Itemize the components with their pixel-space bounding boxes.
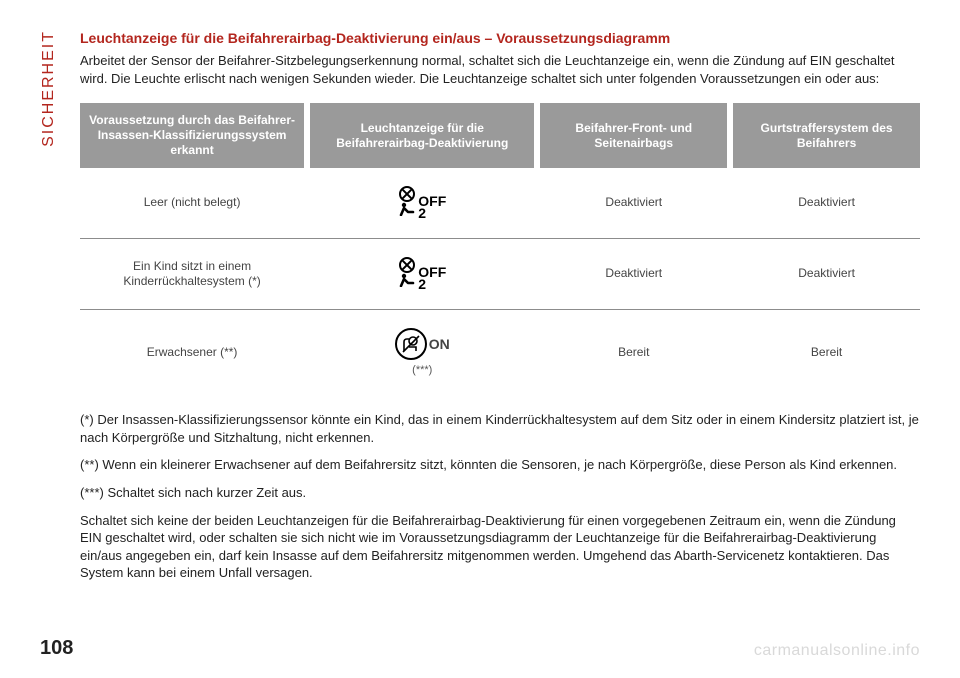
page-title: Leuchtanzeige für die Beifahrerairbag-De… (80, 30, 920, 46)
table-row-condition: Ein Kind sitzt in einem Kinderrückhaltes… (80, 239, 304, 309)
table-row-airbags: Deaktiviert (540, 168, 727, 238)
table-row-airbags: Deaktiviert (540, 239, 727, 309)
footnote: (**) Wenn ein kleinerer Erwachsener auf … (80, 456, 920, 474)
watermark: carmanualsonline.info (754, 642, 920, 660)
footnotes: (*) Der Insassen-Klassifizierungssensor … (80, 411, 920, 581)
table-header: Voraussetzung durch das Beifahrer-Insass… (80, 103, 304, 168)
table-row-pretensioner: Bereit (733, 310, 920, 395)
airbag-off-icon: OFF 2 (398, 257, 446, 291)
airbag-off-icon: OFF 2 (398, 186, 446, 220)
page-number: 108 (40, 637, 73, 660)
intro-paragraph: Arbeitet der Sensor der Beifahrer-Sitzbe… (80, 52, 920, 87)
table-row-indicator: OFF 2 (310, 168, 534, 238)
table-row-indicator: OFF 2 (310, 239, 534, 309)
table-row-pretensioner: Deaktiviert (733, 239, 920, 309)
table-row-airbags: Bereit (540, 310, 727, 395)
table-row-pretensioner: Deaktiviert (733, 168, 920, 238)
table-header: Leuchtanzeige für die Beifahrerairbag-De… (310, 103, 534, 168)
airbag-on-icon: ON (***) (395, 328, 450, 377)
table-header: Beifahrer-Front- und Seitenairbags (540, 103, 727, 168)
conditions-table: Voraussetzung durch das Beifahrer-Insass… (80, 103, 920, 395)
side-tab: SICHERHEIT (40, 30, 58, 147)
footnote: (*) Der Insassen-Klassifizierungssensor … (80, 411, 920, 446)
table-header: Gurtstraffersystem des Beifahrers (733, 103, 920, 168)
footnote: (***) Schaltet sich nach kurzer Zeit aus… (80, 484, 920, 502)
page: SICHERHEIT Leuchtanzeige für die Beifahr… (0, 0, 960, 678)
footnote: Schaltet sich keine der beiden Leuchtanz… (80, 512, 920, 582)
table-row-indicator: ON (***) (310, 310, 534, 395)
table-row-condition: Leer (nicht belegt) (80, 168, 304, 238)
table-row-condition: Erwachsener (**) (80, 310, 304, 395)
